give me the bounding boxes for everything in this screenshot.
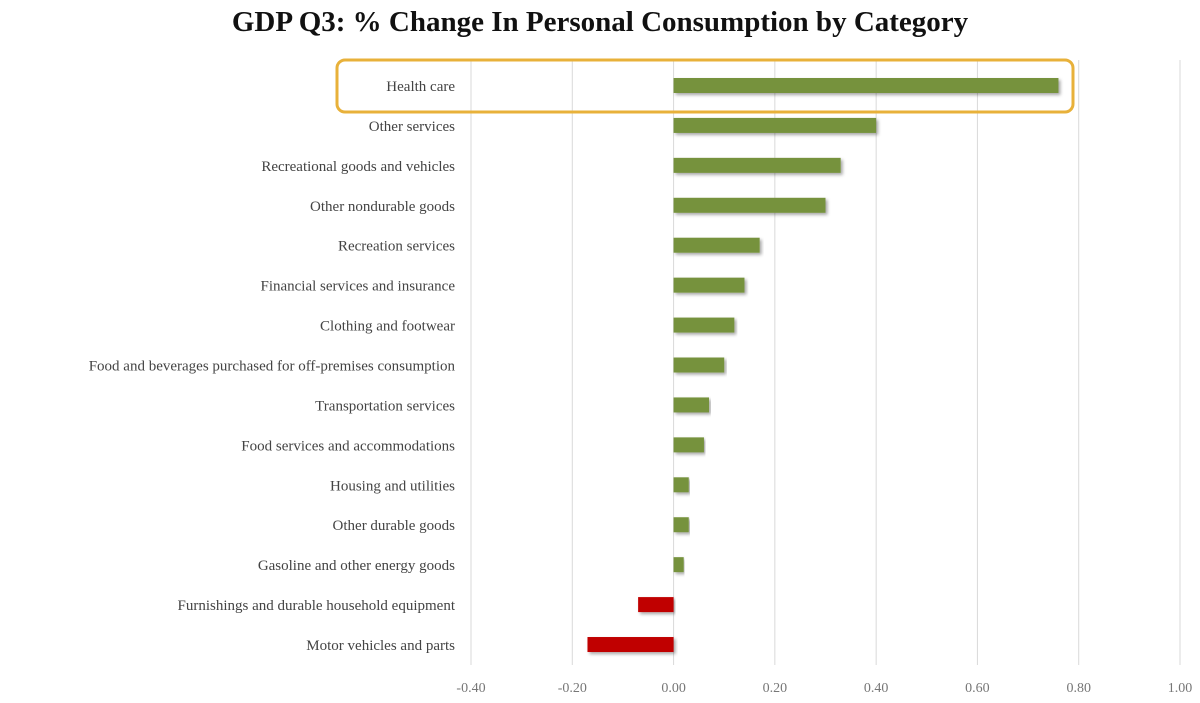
chart-title: GDP Q3: % Change In Personal Consumption… (231, 6, 969, 38)
category-label: Recreation services (338, 239, 455, 255)
category-label: Housing and utilities (330, 478, 455, 494)
category-label: Motor vehicles and parts (306, 638, 455, 654)
bar (673, 357, 725, 373)
category-label: Food and beverages purchased for off-pre… (89, 359, 456, 375)
bar (673, 477, 689, 493)
x-tick-label: -0.40 (456, 681, 485, 696)
bar (673, 557, 684, 573)
bar (673, 237, 760, 253)
bar (673, 517, 689, 533)
bar (673, 277, 745, 293)
category-label: Financial services and insurance (260, 279, 455, 295)
x-tick-label: 0.60 (965, 681, 990, 696)
x-tick-label: 0.80 (1066, 681, 1091, 696)
bar (673, 78, 1059, 93)
category-label: Clothing and footwear (320, 319, 455, 335)
bar (673, 157, 841, 173)
category-label: Transportation services (315, 398, 455, 414)
x-tick-label: 0.20 (763, 681, 788, 696)
bar (673, 197, 826, 213)
x-tick-label: -0.20 (558, 681, 587, 696)
category-label: Other services (369, 119, 455, 135)
bar (587, 637, 674, 653)
category-label: Recreational goods and vehicles (261, 159, 455, 175)
bar (638, 597, 674, 613)
x-tick-label: 0.40 (864, 681, 889, 696)
bar (673, 397, 710, 413)
category-label: Other nondurable goods (310, 199, 455, 215)
category-label: Other durable goods (333, 518, 456, 534)
x-tick-label: 1.00 (1168, 681, 1193, 696)
category-label: Furnishings and durable household equipm… (178, 598, 456, 614)
bar (673, 117, 877, 133)
category-label: Food services and accommodations (241, 438, 455, 454)
highlight-box (335, 58, 1075, 114)
category-label: Health care (386, 79, 455, 95)
bar (673, 437, 704, 453)
x-tick-label: 0.00 (661, 681, 686, 696)
category-label: Gasoline and other energy goods (258, 558, 455, 574)
bar (673, 317, 735, 333)
